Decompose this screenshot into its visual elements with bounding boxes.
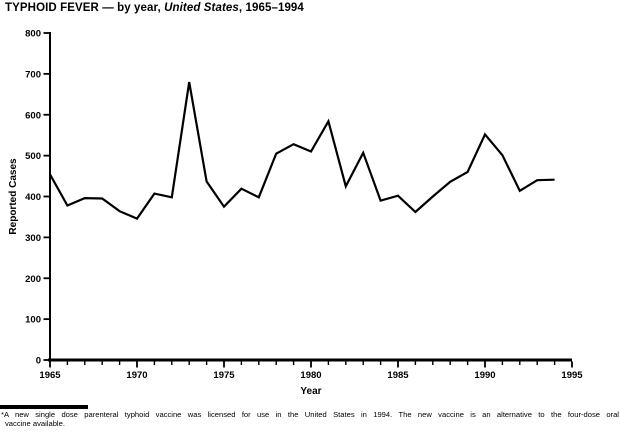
footnote-text-1: A new single dose parenteral typhoid vac… bbox=[3, 410, 619, 419]
y-tick-label: 400 bbox=[25, 192, 41, 203]
x-tick-label: 1975 bbox=[213, 370, 235, 381]
y-tick-label: 300 bbox=[25, 233, 41, 244]
reported-cases-line bbox=[49, 81, 555, 220]
y-tick-label: 800 bbox=[25, 29, 41, 40]
y-tick-label: 200 bbox=[25, 274, 41, 285]
chart-title: TYPHOID FEVER — by year, United States, … bbox=[5, 2, 304, 14]
y-tick-label: 600 bbox=[25, 110, 41, 121]
x-tick-label: 1985 bbox=[387, 370, 409, 381]
y-axis-title: Reported Cases bbox=[8, 158, 19, 235]
y-tick-label: 700 bbox=[25, 69, 41, 80]
x-tick-label: 1970 bbox=[126, 370, 147, 381]
x-tick-label: 1965 bbox=[39, 370, 61, 381]
chart-title-region: United States bbox=[164, 2, 239, 14]
footnote-marker: * bbox=[1, 410, 4, 419]
chart-title-disease: TYPHOID FEVER — by year, bbox=[5, 2, 165, 14]
footnote-line-2: vaccine available. bbox=[5, 418, 65, 428]
y-tick-label: 100 bbox=[25, 315, 41, 326]
y-tick-label: 500 bbox=[25, 151, 41, 162]
x-axis-title: Year bbox=[300, 386, 321, 397]
x-tick-label: 1980 bbox=[300, 370, 321, 381]
y-tick-label: 0 bbox=[36, 356, 41, 367]
x-tick-label: 1995 bbox=[561, 370, 583, 381]
footnote: *A new single dose parenteral typhoid va… bbox=[1, 410, 619, 428]
footnote-rule bbox=[0, 405, 88, 409]
footnote-line-1: *A new single dose parenteral typhoid va… bbox=[1, 410, 619, 420]
chart-title-years: , 1965–1994 bbox=[238, 2, 304, 14]
typhoid-line-chart: 0 100 200 300 400 500 600 700 800 1965 1970 1975 198… bbox=[8, 29, 583, 398]
x-tick-label: 1990 bbox=[474, 370, 495, 381]
